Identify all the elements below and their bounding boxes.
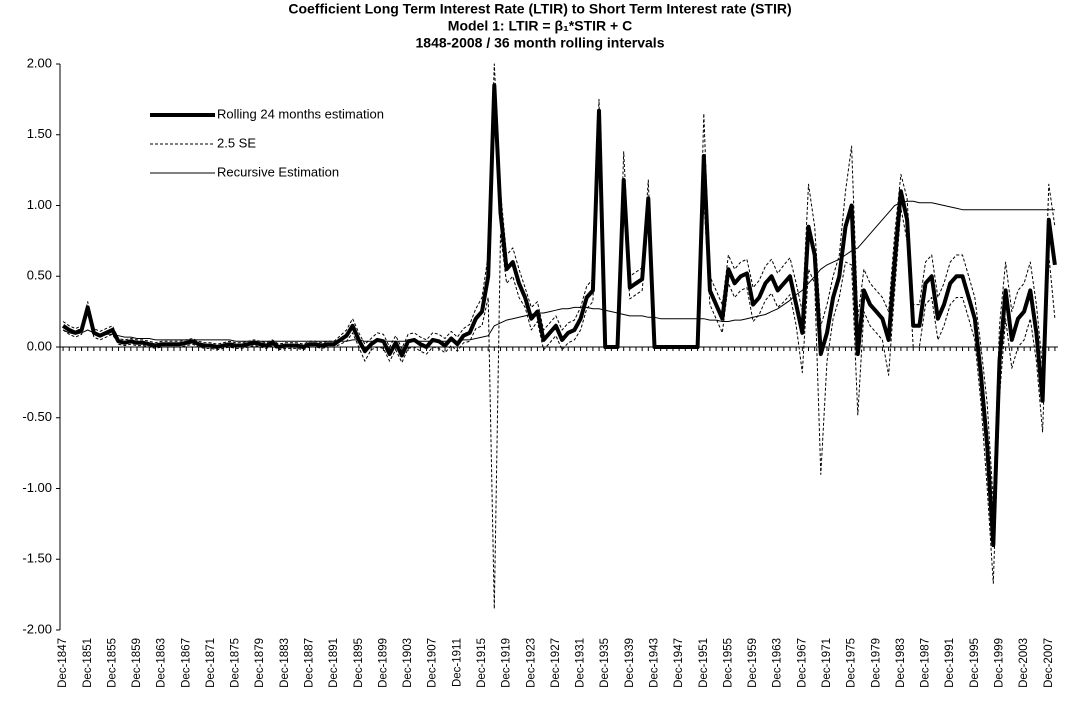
x-tick-label: Dec-1999 — [994, 638, 1006, 688]
x-tick-label: Dec-1959 — [747, 638, 759, 688]
x-tick-label: Dec-1883 — [279, 638, 291, 688]
x-tick-label: Dec-1915 — [476, 638, 488, 688]
x-tick-label: Dec-1975 — [846, 638, 858, 688]
x-tick-label: Dec-1939 — [624, 638, 636, 688]
x-tick-label: Dec-1983 — [895, 638, 907, 688]
x-tick-label: Dec-1943 — [649, 638, 661, 688]
y-tick-label: 1.00 — [27, 197, 52, 212]
x-tick-label: Dec-1847 — [57, 638, 69, 688]
chart-subtitle: 1848-2008 / 36 month rolling intervals — [416, 35, 665, 51]
x-tick-label: Dec-1891 — [328, 638, 340, 688]
y-tick-label: -1.00 — [22, 480, 52, 495]
x-tick-label: Dec-1887 — [304, 638, 316, 688]
x-tick-label: Dec-1995 — [969, 638, 981, 688]
x-tick-label: Dec-1911 — [451, 638, 463, 687]
line-series — [61, 83, 1057, 548]
line-series — [62, 200, 1055, 342]
y-tick-label: 0.50 — [27, 268, 52, 283]
y-tick-label: 0.00 — [27, 338, 52, 353]
x-tick-label: Dec-1919 — [501, 638, 513, 688]
legend-label: Recursive Estimation — [217, 164, 339, 179]
y-tick-label: 1.50 — [27, 126, 52, 141]
x-tick-label: Dec-1903 — [402, 638, 414, 688]
x-tick-label: Dec-1867 — [180, 638, 192, 688]
x-tick-label: Dec-1967 — [796, 638, 808, 688]
x-tick-label: Dec-1951 — [698, 638, 710, 688]
y-tick-label: 2.00 — [27, 55, 52, 70]
y-tick-label: -2.00 — [22, 621, 52, 636]
x-tick-label: Dec-1899 — [377, 638, 389, 688]
line-series — [62, 63, 1056, 504]
x-tick-label: Dec-1895 — [353, 638, 365, 688]
x-tick-label: Dec-1971 — [821, 638, 833, 688]
x-tick-label: Dec-1923 — [525, 638, 537, 688]
x-tick-label: Dec-1955 — [722, 638, 734, 688]
x-tick-label: Dec-1879 — [254, 638, 266, 688]
x-tick-label: Dec-2007 — [1043, 638, 1055, 688]
x-tick-label: Dec-1935 — [599, 638, 611, 688]
x-tick-label: Dec-1851 — [82, 638, 94, 688]
x-tick-label: Dec-1931 — [575, 638, 587, 688]
x-tick-label: Dec-1927 — [550, 638, 562, 688]
x-tick-label: Dec-1863 — [156, 638, 168, 688]
x-tick-label: Dec-2003 — [1018, 638, 1030, 688]
x-tick-label: Dec-1875 — [230, 638, 242, 688]
legend-label: 2.5 SE — [217, 135, 256, 150]
legend-label: Rolling 24 months estimation — [217, 106, 384, 121]
x-tick-label: Dec-1907 — [427, 638, 439, 688]
y-tick-label: -0.50 — [22, 409, 52, 424]
x-tick-label: Dec-1979 — [870, 638, 882, 688]
x-tick-label: Dec-1859 — [131, 638, 143, 688]
x-tick-label: Dec-1963 — [772, 638, 784, 688]
x-tick-label: Dec-1855 — [106, 638, 118, 688]
y-tick-label: -1.50 — [22, 551, 52, 566]
chart-subtitle: Model 1: LTIR = β₁*STIR + C — [448, 18, 632, 34]
x-tick-label: Dec-1987 — [920, 638, 932, 688]
line-series-lower — [62, 121, 1056, 610]
x-tick-label: Dec-1947 — [673, 638, 685, 688]
x-tick-label: Dec-1871 — [205, 638, 217, 688]
x-tick-label: Dec-1991 — [944, 638, 956, 688]
chart-title: Coefficient Long Term Interest Rate (LTI… — [288, 1, 791, 17]
